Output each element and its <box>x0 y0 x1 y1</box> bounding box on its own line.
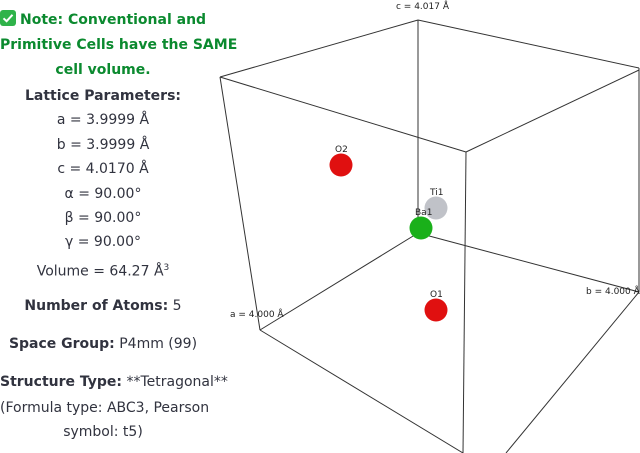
cell-edge <box>417 232 640 293</box>
cell-edge <box>259 329 464 453</box>
cell-edge <box>465 69 640 153</box>
lattice-param: b = 3.9999 Å <box>56 137 150 153</box>
atom-label: O1 <box>430 290 443 300</box>
atom <box>424 196 448 220</box>
atoms-label: Number of Atoms: <box>24 298 169 314</box>
note-line: Note: Conventional and <box>0 8 206 32</box>
cell-edge <box>219 19 419 78</box>
atom <box>329 153 353 177</box>
space-group-label: Space Group: <box>8 336 115 352</box>
volume-exponent: 3 <box>163 263 170 273</box>
cell-edge <box>219 76 467 153</box>
structure-label: Structure Type: <box>0 374 123 390</box>
cell-edge <box>219 76 261 331</box>
cell-edge <box>417 19 640 69</box>
cell-edge <box>462 151 467 453</box>
cell-edge <box>505 291 640 453</box>
structure-value: **Tetragonal** <box>126 374 228 390</box>
unit-cell <box>219 19 640 453</box>
lattice-heading: Lattice Parameters: <box>24 88 181 104</box>
lattice-param: c = 4.0170 Å <box>57 161 149 177</box>
lattice-param: a = 3.9999 Å <box>56 112 150 128</box>
atoms-value: 5 <box>172 298 182 314</box>
cell-edge <box>259 232 419 331</box>
structure-viewer[interactable]: c = 4.017 Å b = 4.000 Å a = 4.000 Å O2 Ti… <box>206 0 640 453</box>
axis-label: b = 4.000 Å <box>586 285 640 297</box>
atom-label: Ba1 <box>415 208 432 218</box>
atom <box>409 216 433 240</box>
space-group-value: P4mm (99) <box>119 336 198 352</box>
note-text: Note: Conventional and <box>20 12 207 28</box>
axis-label: c = 4.017 Å <box>396 0 450 12</box>
structure-detail: symbol: t5) <box>63 424 143 440</box>
note-text: cell volume. <box>55 62 151 78</box>
volume-text: Volume = 64.27 Å <box>36 263 164 280</box>
axis-label: a = 4.000 Å <box>230 308 284 320</box>
lattice-param: α = 90.00° <box>64 186 142 202</box>
atom-label: Ti1 <box>429 188 443 198</box>
volume: Volume = 64.27 Å3 <box>0 256 206 284</box>
atom-label: O2 <box>335 145 348 155</box>
atom <box>424 298 448 322</box>
check-icon <box>0 10 16 26</box>
structure-detail: (Formula type: ABC3, Pearson <box>0 400 210 416</box>
lattice-param: γ = 90.00° <box>65 234 141 250</box>
lattice-param: β = 90.00° <box>64 210 142 226</box>
note-text: Primitive Cells have the SAME <box>0 37 238 53</box>
